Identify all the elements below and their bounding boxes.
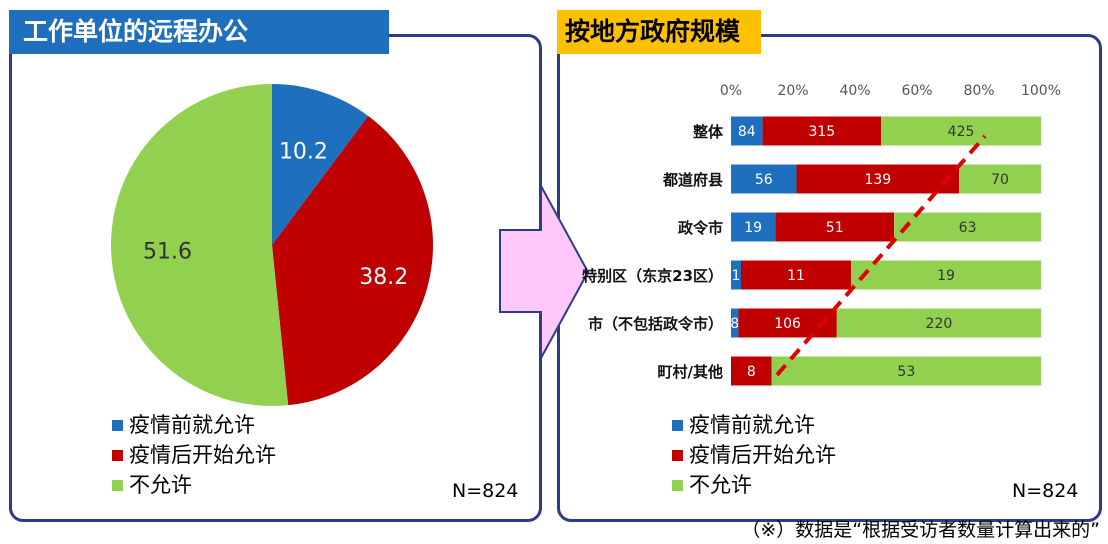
right-legend: 疫情前就允许 疫情后开始允许 不允许: [672, 410, 836, 500]
bar-segment-after: [796, 164, 960, 194]
legend-swatch-red: [672, 449, 683, 461]
right-panel-title: 按地方政府规模: [557, 10, 761, 54]
bar-value-label: 63: [959, 220, 977, 236]
bar-segment-not-allowed: [771, 356, 1041, 386]
category-label: 町村/其他: [658, 363, 723, 381]
legend-swatch-green: [672, 479, 683, 491]
legend-item-not-allowed: 不允许: [672, 470, 836, 500]
bar-value-label: 315: [808, 124, 835, 140]
legend-label: 不允许: [689, 473, 752, 497]
category-label: 特别区（东京23区）: [582, 267, 723, 285]
bar-segment-not-allowed: [894, 212, 1041, 242]
bar-segment-not-allowed: [881, 116, 1041, 146]
bar-value-label: 425: [948, 124, 975, 140]
bar-segment-before: [731, 116, 763, 146]
trend-dashed-line: [775, 134, 987, 377]
bar-segment-before: [731, 164, 797, 194]
legend-swatch-red: [112, 449, 123, 461]
bar-value-label: 84: [738, 124, 756, 140]
left-sample-size: N=824: [452, 480, 519, 502]
pie-chart: 10.2 38.2 51.6: [110, 84, 433, 406]
left-panel-title: 工作单位的远程办公: [9, 10, 389, 54]
bar-value-label: 8: [730, 316, 739, 332]
transition-arrow: [499, 185, 590, 359]
bar-segment-after: [731, 356, 772, 386]
legend-label: 不允许: [129, 473, 192, 497]
legend-item-before: 疫情前就允许: [112, 410, 276, 440]
bar-value-label: 8: [747, 364, 756, 380]
legend-item-not-allowed: 不允许: [112, 470, 276, 500]
pie-slice-after: [272, 115, 433, 406]
legend-item-before: 疫情前就允许: [672, 410, 836, 440]
bar-value-label: 51: [826, 220, 844, 236]
bar-value-label: 106: [774, 316, 801, 332]
pie-value-label: 38.2: [359, 265, 408, 290]
legend-label: 疫情前就允许: [689, 413, 815, 437]
category-label: 市（不包括政令市）: [588, 315, 723, 333]
legend-label: 疫情前就允许: [129, 413, 255, 437]
bar-value-label: 19: [744, 220, 762, 236]
x-tick-label: 100%: [1021, 83, 1061, 99]
x-tick-label: 80%: [963, 83, 994, 99]
left-legend: 疫情前就允许 疫情后开始允许 不允许: [112, 410, 276, 500]
bar-segment-not-allowed: [851, 260, 1041, 290]
legend-item-after: 疫情后开始允许: [672, 440, 836, 470]
x-tick-label: 60%: [901, 83, 932, 99]
bar-segment-before: [731, 212, 776, 242]
pie-value-label: 51.6: [143, 239, 192, 264]
bar-value-label: 1: [732, 268, 741, 284]
bar-value-label: 19: [937, 268, 955, 284]
legend-item-after: 疫情后开始允许: [112, 440, 276, 470]
legend-swatch-green: [112, 479, 123, 491]
bar-value-label: 70: [991, 172, 1009, 188]
bar-value-label: 56: [755, 172, 773, 188]
x-tick-label: 0%: [720, 83, 742, 99]
bar-value-label: 220: [926, 316, 953, 332]
bar-segment-after: [775, 212, 895, 242]
bar-segment-after: [741, 260, 851, 290]
legend-swatch-blue: [112, 419, 123, 431]
pie-slice-not-allowed: [110, 84, 289, 406]
legend-label: 疫情后开始允许: [689, 443, 836, 467]
pie-value-label: 10.2: [279, 139, 328, 164]
x-tick-label: 40%: [839, 83, 870, 99]
footnote: （※）数据是“根据受访者数量计算出来的”: [741, 519, 1100, 541]
legend-swatch-blue: [672, 419, 683, 431]
x-tick-label: 20%: [777, 83, 808, 99]
bar-segment-before: [731, 308, 739, 338]
bar-segment-not-allowed: [836, 308, 1041, 338]
category-label: 政令市: [678, 219, 723, 237]
bar-segment-after: [762, 116, 882, 146]
bar-value-label: 139: [864, 172, 891, 188]
stacked-bar-chart: 0% 20% 40% 60% 80% 100% 整体 84 315 425 都道府县 56 139 70 政…: [582, 83, 1061, 386]
right-sample-size: N=824: [1012, 480, 1079, 502]
bar-value-label: 11: [787, 268, 805, 284]
bar-segment-before: [731, 260, 741, 290]
bar-segment-not-allowed: [959, 164, 1041, 194]
arrow-shape: [499, 185, 590, 359]
legend-label: 疫情后开始允许: [129, 443, 276, 467]
category-label: 整体: [693, 123, 724, 141]
pie-slice-before: [272, 84, 369, 245]
category-label: 都道府县: [662, 171, 723, 189]
bar-value-label: 53: [897, 364, 915, 380]
